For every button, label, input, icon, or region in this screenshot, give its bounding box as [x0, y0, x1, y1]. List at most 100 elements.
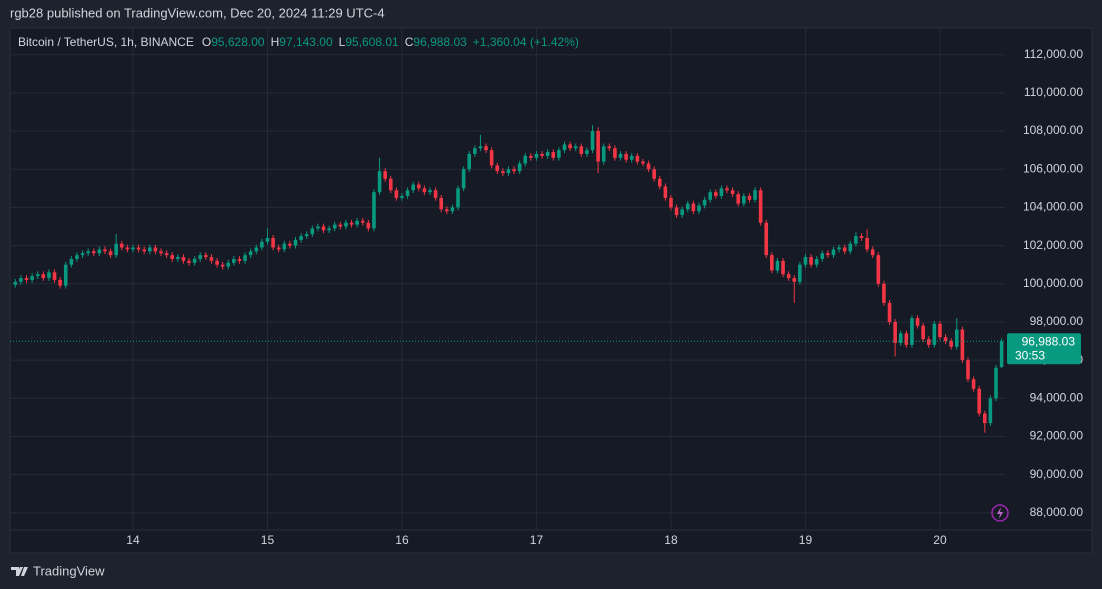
y-tick-label: 112,000.00	[1024, 47, 1083, 61]
candle-body	[585, 150, 589, 154]
candle-body	[854, 236, 858, 244]
candle-body	[697, 205, 701, 212]
candle-body	[910, 318, 914, 345]
candle-body	[243, 255, 247, 261]
candle-body	[814, 258, 819, 265]
candle-body	[394, 190, 399, 198]
candle-body	[501, 171, 505, 174]
legend-value: 95,608.01	[345, 35, 399, 49]
candle-body	[103, 249, 107, 252]
candle-body	[416, 184, 421, 189]
candle-body	[114, 243, 118, 256]
candle-body	[209, 257, 214, 261]
candle-body	[147, 247, 152, 252]
candles	[13, 125, 1004, 433]
candle-body	[484, 146, 488, 151]
candle-body	[355, 220, 359, 225]
candle-body	[708, 192, 712, 200]
candle-body	[842, 247, 847, 252]
candle-body	[86, 251, 90, 254]
candle-body	[943, 337, 948, 342]
candle-body	[136, 247, 141, 250]
candle-body	[747, 195, 752, 200]
alert-icon-ring[interactable]	[991, 504, 1009, 522]
candle-body	[982, 413, 987, 424]
candle-body	[260, 241, 264, 248]
candle-body	[47, 272, 51, 279]
candle-body	[960, 329, 965, 361]
candle-body	[97, 249, 102, 254]
candle-body	[405, 190, 410, 196]
candle-body	[736, 194, 741, 204]
legend-key: C	[405, 35, 414, 49]
candle-body	[685, 203, 690, 210]
candle-body	[63, 264, 68, 286]
candle-body	[372, 192, 376, 229]
candle-body	[674, 207, 679, 216]
y-tick-label: 108,000.00	[1023, 123, 1083, 137]
legend-value: 95,628.00	[211, 35, 265, 49]
candle-body	[753, 190, 757, 200]
candle-body	[758, 190, 763, 223]
candle-body	[422, 188, 427, 193]
y-tick-label: 100,000.00	[1023, 276, 1083, 290]
candle-body	[159, 251, 163, 254]
candle-body	[545, 152, 550, 156]
candle-body	[865, 237, 869, 250]
y-tick-label: 106,000.00	[1023, 161, 1083, 175]
candle-body	[304, 234, 309, 237]
candle-body	[360, 220, 365, 223]
candle-body	[271, 237, 275, 248]
candle-body	[433, 190, 438, 198]
candle-body	[954, 329, 959, 347]
candle-body	[288, 243, 292, 246]
candle-body	[198, 255, 203, 259]
candle-body	[719, 188, 724, 196]
candle-body	[192, 258, 197, 263]
candle-body	[988, 398, 993, 424]
brand: TradingView	[11, 563, 105, 578]
candle-body	[495, 165, 500, 172]
candle-body	[428, 190, 432, 193]
legend-value: 96,988.03	[413, 35, 467, 49]
candle-body	[170, 255, 175, 259]
brand-name: TradingView	[33, 563, 105, 578]
candle-body	[618, 153, 623, 158]
countdown: 30:53	[1015, 348, 1045, 362]
candle-body	[904, 333, 909, 345]
candle-body	[557, 150, 561, 158]
candle-body	[820, 253, 825, 259]
candle-body	[187, 260, 191, 263]
candle-body	[898, 333, 903, 343]
candle-body	[52, 272, 57, 280]
candle-body	[411, 184, 415, 191]
candle-body	[473, 148, 477, 154]
candle-body	[75, 255, 79, 259]
candle-body	[607, 146, 612, 149]
y-tick-label: 88,000.00	[1030, 505, 1084, 519]
candle-body	[282, 243, 287, 250]
x-tick-label: 16	[395, 533, 409, 547]
candle-body	[30, 276, 34, 280]
candle-body	[232, 258, 236, 263]
candle-body	[837, 247, 841, 250]
candle-body	[680, 209, 684, 216]
alert-icon[interactable]	[991, 504, 1009, 522]
candle-body	[714, 192, 718, 196]
candle-body	[792, 278, 797, 282]
candle-body	[831, 249, 836, 256]
candle-body	[506, 169, 511, 174]
candle-body	[893, 321, 897, 343]
alert-icon-bolt[interactable]	[997, 507, 1003, 519]
candle-body	[24, 278, 29, 280]
candle-body	[786, 274, 791, 279]
candle-body	[388, 178, 393, 191]
candle-body	[131, 247, 135, 250]
candle-body	[321, 226, 326, 231]
candle-body	[517, 163, 522, 172]
candle-body	[69, 258, 74, 265]
candle-body	[568, 144, 572, 149]
candle-body	[439, 197, 444, 210]
